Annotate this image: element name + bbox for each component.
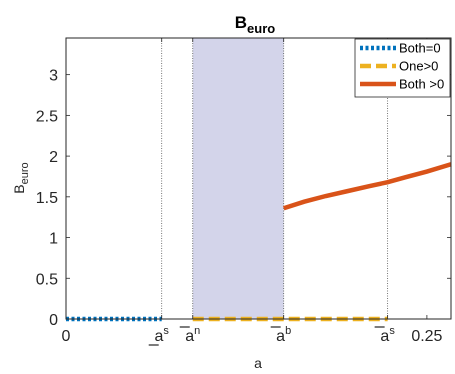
shaded-region-group: [192, 38, 284, 319]
legend-label-0: Both=0: [399, 41, 441, 56]
y-tick-label-6: 3: [49, 68, 58, 85]
y-axis-label: Beuro: [11, 162, 31, 193]
x-tick-label-5: 0.25: [411, 328, 442, 345]
plot-area-frame: [65, 37, 452, 320]
shaded-region: [192, 38, 284, 319]
series-line-2: [283, 162, 452, 211]
x-ticks-group: 0 as an ab as 0.25: [62, 38, 443, 346]
y-tick-label-4: 2: [49, 149, 58, 166]
chart-title: Beuro: [235, 13, 276, 36]
chart-title-main: B: [235, 13, 247, 32]
legend: Both=0 One>0 Both >0: [354, 38, 451, 98]
x-tick-label-1: as: [155, 325, 170, 345]
vertical-lines-group: [161, 38, 389, 319]
y-ticks-group: 0 0.5 1 1.5 2 2.5 3: [36, 68, 451, 329]
x-tick-label-2: an: [185, 325, 200, 345]
y-tick-label-3: 1.5: [36, 190, 58, 207]
x-tick-label-0: 0: [62, 328, 71, 345]
y-tick-label-2: 1: [49, 231, 58, 248]
y-tick-label-1: 0.5: [36, 271, 58, 288]
x-tick-label-3: ab: [276, 325, 291, 345]
x-axis-label: a: [254, 355, 262, 371]
y-axis-label-main: B: [11, 184, 27, 193]
y-axis-label-sub: euro: [19, 162, 31, 184]
legend-label-1: One>0: [399, 59, 438, 74]
legend-label-2: Both >0: [399, 77, 444, 92]
y-tick-label-0: 0: [49, 312, 58, 329]
y-tick-label-5: 2.5: [36, 108, 58, 125]
chart-title-sub: euro: [247, 21, 275, 36]
x-tick-label-4: as: [380, 325, 395, 345]
